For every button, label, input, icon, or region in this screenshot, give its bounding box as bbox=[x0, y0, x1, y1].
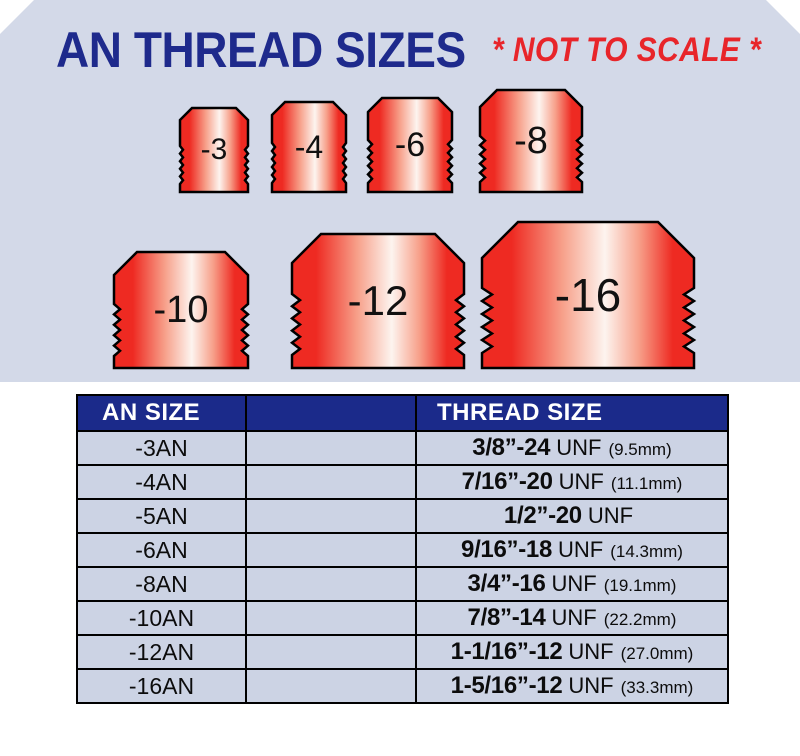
thread-metric: (22.2mm) bbox=[603, 610, 677, 629]
thread-standard: UNF bbox=[558, 469, 604, 494]
column-header-blank bbox=[245, 394, 417, 432]
cell-an-size: -5AN bbox=[76, 498, 247, 534]
header: AN THREAD SIZES * NOT TO SCALE * bbox=[0, 22, 800, 84]
cell-blank bbox=[245, 668, 417, 704]
fitting-shape-an3: -3 bbox=[178, 106, 250, 194]
not-to-scale-note: * NOT TO SCALE * bbox=[492, 31, 762, 69]
cell-blank bbox=[245, 498, 417, 534]
thread-fraction: 3/4”-16 bbox=[467, 570, 546, 597]
thread-metric: (9.5mm) bbox=[608, 440, 672, 459]
cell-thread-size: 1/2”-20 UNF bbox=[415, 498, 729, 534]
cell-blank bbox=[245, 600, 417, 636]
table-header: AN SIZE THREAD SIZE bbox=[76, 394, 729, 432]
thread-size-table: AN SIZE THREAD SIZE -3AN 3/8”-24 UNF (9.5mm… bbox=[76, 394, 729, 704]
table-row: -8AN 3/4”-16 UNF (19.1mm) bbox=[76, 566, 729, 602]
column-header-thread-size: THREAD SIZE bbox=[415, 394, 729, 432]
cell-blank bbox=[245, 634, 417, 670]
cell-thread-size: 3/4”-16 UNF (19.1mm) bbox=[415, 566, 729, 602]
table-body: -3AN 3/8”-24 UNF (9.5mm) -4AN 7/16”-20 UNF (11.… bbox=[76, 430, 729, 704]
thread-standard: UNF bbox=[551, 605, 597, 630]
table-row: -12AN 1-1/16”-12 UNF (27.0mm) bbox=[76, 634, 729, 670]
thread-fraction: 9/16”-18 bbox=[461, 536, 553, 563]
thread-metric: (27.0mm) bbox=[620, 644, 694, 663]
cell-thread-size: 9/16”-18 UNF (14.3mm) bbox=[415, 532, 729, 568]
fitting-shape-an4: -4 bbox=[270, 100, 348, 194]
fitting-shape-an8: -8 bbox=[478, 88, 584, 194]
table-row: -3AN 3/8”-24 UNF (9.5mm) bbox=[76, 430, 729, 466]
table-header-row: AN SIZE THREAD SIZE bbox=[76, 394, 729, 432]
thread-standard: UNF bbox=[568, 639, 614, 664]
cell-blank bbox=[245, 566, 417, 602]
thread-standard: UNF bbox=[551, 571, 597, 596]
thread-standard: UNF bbox=[558, 537, 604, 562]
cell-blank bbox=[245, 532, 417, 568]
page-title: AN THREAD SIZES bbox=[56, 22, 466, 78]
fitting-shape-an12: -12 bbox=[289, 232, 467, 370]
thread-standard: UNF bbox=[587, 503, 634, 528]
thread-fraction: 7/8”-14 bbox=[467, 604, 546, 631]
table-row: -5AN 1/2”-20 UNF bbox=[76, 498, 729, 534]
cell-an-size: -3AN bbox=[76, 430, 247, 466]
thread-metric: (19.1mm) bbox=[603, 576, 677, 595]
thread-metric: (11.1mm) bbox=[610, 474, 683, 493]
cell-an-size: -16AN bbox=[76, 668, 247, 704]
cell-an-size: -12AN bbox=[76, 634, 247, 670]
thread-fraction: 1-5/16”-12 bbox=[450, 672, 563, 699]
thread-fraction: 7/16”-20 bbox=[461, 468, 553, 495]
table-row: -16AN 1-5/16”-12 UNF (33.3mm) bbox=[76, 668, 729, 704]
cell-blank bbox=[245, 464, 417, 500]
fitting-shape-an16: -16 bbox=[479, 220, 697, 370]
cell-an-size: -4AN bbox=[76, 464, 247, 500]
cell-an-size: -8AN bbox=[76, 566, 247, 602]
thread-metric: (33.3mm) bbox=[620, 678, 694, 697]
cell-thread-size: 3/8”-24 UNF (9.5mm) bbox=[415, 430, 729, 466]
cell-thread-size: 1-5/16”-12 UNF (33.3mm) bbox=[415, 668, 729, 704]
cell-thread-size: 1-1/16”-12 UNF (27.0mm) bbox=[415, 634, 729, 670]
cell-blank bbox=[245, 430, 417, 466]
cell-thread-size: 7/8”-14 UNF (22.2mm) bbox=[415, 600, 729, 636]
column-header-an-size: AN SIZE bbox=[76, 394, 247, 432]
table-row: -6AN 9/16”-18 UNF (14.3mm) bbox=[76, 532, 729, 568]
thread-fraction: 3/8”-24 bbox=[472, 434, 551, 461]
fitting-shape-an10: -10 bbox=[112, 250, 250, 370]
thread-standard: UNF bbox=[568, 673, 614, 698]
thread-fraction: 1-1/16”-12 bbox=[450, 638, 563, 665]
thread-standard: UNF bbox=[556, 435, 602, 460]
cell-an-size: -6AN bbox=[76, 532, 247, 568]
thread-metric: (14.3mm) bbox=[610, 542, 683, 561]
thread-fraction: 1/2”-20 bbox=[503, 502, 582, 529]
table-row: -4AN 7/16”-20 UNF (11.1mm) bbox=[76, 464, 729, 500]
fitting-shape-an6: -6 bbox=[366, 96, 454, 194]
table-row: -10AN 7/8”-14 UNF (22.2mm) bbox=[76, 600, 729, 636]
cell-thread-size: 7/16”-20 UNF (11.1mm) bbox=[415, 464, 729, 500]
cell-an-size: -10AN bbox=[76, 600, 247, 636]
